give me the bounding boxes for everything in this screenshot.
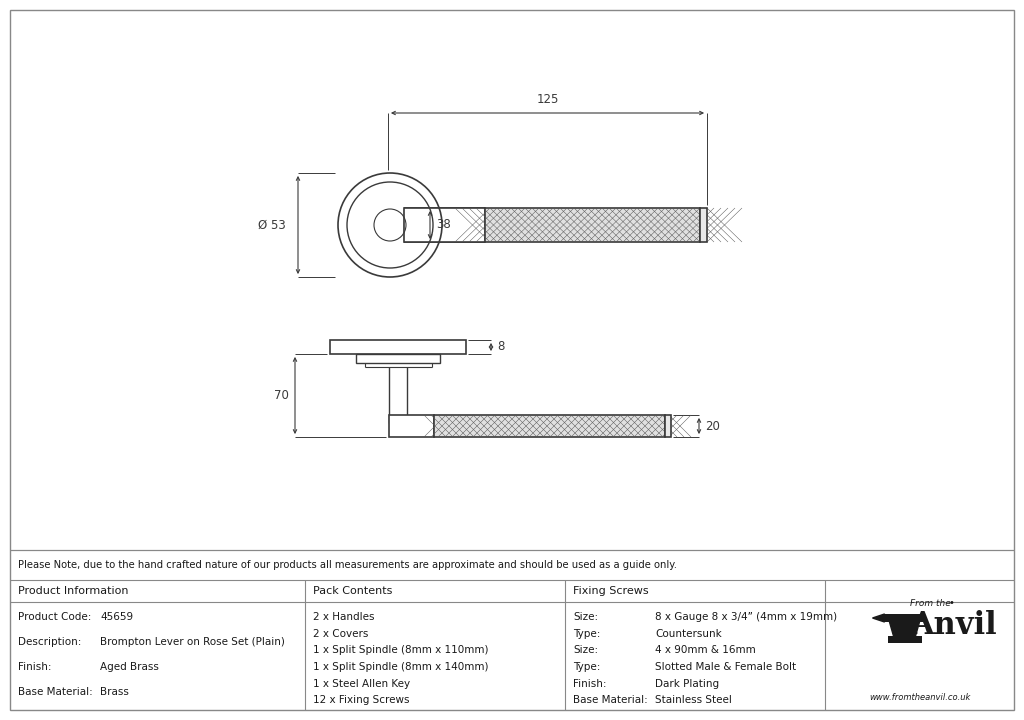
Text: 45659: 45659 — [100, 612, 133, 622]
Text: Anvil: Anvil — [910, 610, 997, 641]
Text: Slotted Male & Female Bolt: Slotted Male & Female Bolt — [655, 662, 796, 672]
Text: Ø 53: Ø 53 — [258, 218, 286, 232]
Text: 1 x Split Spindle (8mm x 110mm): 1 x Split Spindle (8mm x 110mm) — [313, 645, 488, 655]
Text: Base Material:: Base Material: — [573, 696, 648, 706]
Text: Pack Contents: Pack Contents — [313, 586, 392, 596]
Bar — [485, 208, 700, 242]
Text: Finish:: Finish: — [573, 679, 606, 688]
Text: Please Note, due to the hand crafted nature of our products all measurements are: Please Note, due to the hand crafted nat… — [18, 560, 677, 570]
Text: Product Code:: Product Code: — [18, 612, 91, 622]
Text: Size:: Size: — [573, 612, 598, 622]
Text: 1 x Split Spindle (8mm x 140mm): 1 x Split Spindle (8mm x 140mm) — [313, 662, 488, 672]
Text: 8: 8 — [497, 341, 505, 354]
Text: Aged Brass: Aged Brass — [100, 662, 159, 672]
Text: Stainless Steel: Stainless Steel — [655, 696, 732, 706]
Text: •: • — [948, 598, 954, 608]
Text: Finish:: Finish: — [18, 662, 51, 672]
Text: 12 x Fixing Screws: 12 x Fixing Screws — [313, 696, 410, 706]
Text: 2 x Handles: 2 x Handles — [313, 612, 375, 622]
Bar — [885, 614, 925, 622]
Text: Dark Plating: Dark Plating — [655, 679, 719, 688]
Text: www.fromtheanvil.co.uk: www.fromtheanvil.co.uk — [868, 693, 970, 702]
Text: From the: From the — [910, 600, 951, 608]
Text: 1 x Steel Allen Key: 1 x Steel Allen Key — [313, 679, 411, 688]
Text: Description:: Description: — [18, 637, 81, 647]
Bar — [330, 340, 466, 354]
Polygon shape — [890, 622, 920, 636]
Bar — [404, 208, 485, 242]
Text: Brass: Brass — [100, 687, 129, 697]
Text: 2 x Covers: 2 x Covers — [313, 629, 369, 639]
Text: Size:: Size: — [573, 645, 598, 655]
Text: Countersunk: Countersunk — [655, 629, 722, 639]
Bar — [700, 208, 707, 242]
Text: 70: 70 — [274, 389, 289, 402]
Bar — [888, 636, 922, 643]
Text: Brompton Lever on Rose Set (Plain): Brompton Lever on Rose Set (Plain) — [100, 637, 285, 647]
Text: 38: 38 — [436, 218, 451, 232]
Text: 8 x Gauge 8 x 3/4” (4mm x 19mm): 8 x Gauge 8 x 3/4” (4mm x 19mm) — [655, 612, 838, 622]
Bar — [389, 415, 434, 437]
Text: Base Material:: Base Material: — [18, 687, 93, 697]
Text: 4 x 90mm & 16mm: 4 x 90mm & 16mm — [655, 645, 756, 655]
Bar — [485, 208, 700, 242]
Text: 20: 20 — [705, 420, 720, 433]
Bar — [434, 415, 665, 437]
Text: Fixing Screws: Fixing Screws — [573, 586, 648, 596]
Text: Type:: Type: — [573, 662, 600, 672]
Bar — [665, 415, 671, 437]
Text: 125: 125 — [537, 93, 559, 106]
Polygon shape — [872, 614, 885, 622]
Text: Type:: Type: — [573, 629, 600, 639]
Text: Product Information: Product Information — [18, 586, 128, 596]
Bar — [356, 354, 440, 363]
